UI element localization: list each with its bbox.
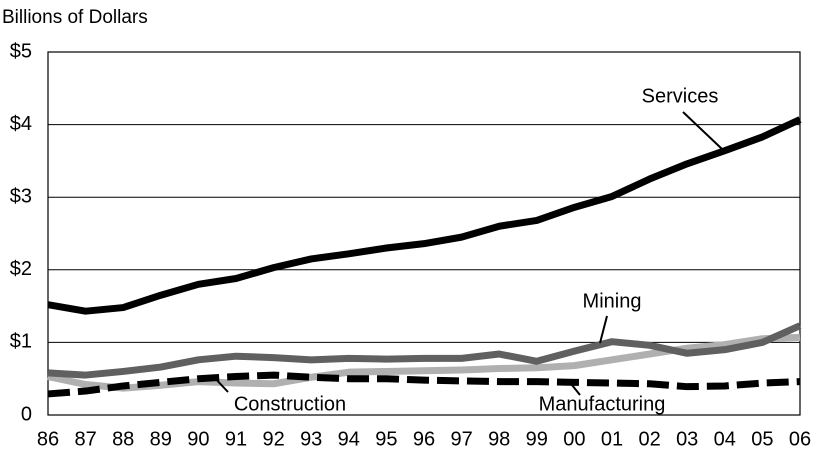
plot-border xyxy=(47,51,801,416)
x-tick-label: 01 xyxy=(601,428,623,450)
y-tick-label: $1 xyxy=(10,331,32,353)
callout-line xyxy=(567,379,581,396)
series-line xyxy=(47,116,802,315)
x-tick-label: 91 xyxy=(225,428,247,450)
x-tick-label: 96 xyxy=(413,428,435,450)
callout-line xyxy=(211,374,229,393)
x-tick-label: 90 xyxy=(187,428,209,450)
x-tick-label: 87 xyxy=(74,428,96,450)
x-tick-label: 06 xyxy=(789,428,811,450)
x-tick-label: 00 xyxy=(563,428,585,450)
callout-line xyxy=(682,111,723,150)
y-axis-label: Billions of Dollars xyxy=(2,7,148,28)
x-tick-label: 92 xyxy=(262,428,284,450)
series-line xyxy=(47,322,802,379)
series-label: Construction xyxy=(234,393,346,415)
series-line xyxy=(47,371,801,398)
x-tick-label: 02 xyxy=(638,428,660,450)
y-tick-label: $5 xyxy=(10,40,32,62)
x-tick-label: 88 xyxy=(112,428,134,450)
x-tick-label: 99 xyxy=(526,428,548,450)
callout-line xyxy=(599,315,608,344)
x-tick-label: 89 xyxy=(150,428,172,450)
x-tick-label: 93 xyxy=(300,428,322,450)
series-label: Services xyxy=(642,85,719,107)
y-tick-label: 0 xyxy=(21,403,32,425)
x-tick-label: 86 xyxy=(37,428,59,450)
x-tick-label: 98 xyxy=(488,428,510,450)
y-tick-label: $2 xyxy=(10,258,32,280)
x-tick-label: 03 xyxy=(676,428,698,450)
y-tick-label: $3 xyxy=(10,185,32,207)
y-tick-label: $4 xyxy=(10,113,32,135)
series-label: Manufacturing xyxy=(539,393,666,415)
x-tick-label: 95 xyxy=(375,428,397,450)
x-tick-label: 04 xyxy=(714,428,736,450)
x-tick-label: 94 xyxy=(338,428,360,450)
x-tick-label: 97 xyxy=(450,428,472,450)
x-tick-label: 05 xyxy=(751,428,773,450)
series-label: Mining xyxy=(583,290,642,312)
